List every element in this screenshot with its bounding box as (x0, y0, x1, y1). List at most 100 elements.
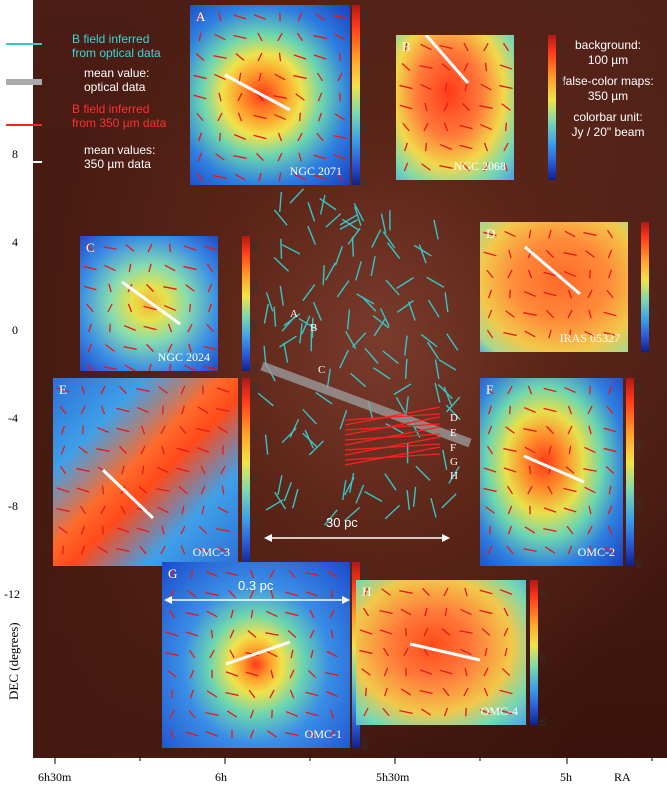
colorbar-tick: 5 (557, 177, 566, 182)
ytick-m4: -4 (8, 411, 18, 425)
ytick-0: 0 (12, 323, 18, 337)
panel-mean-vector (224, 73, 291, 112)
panel-name: NGC 2071 (289, 164, 342, 178)
panel-d: D IRAS 05327 (480, 222, 628, 352)
marker-h: H (450, 470, 458, 482)
colorbar-tick: 40 (361, 150, 370, 160)
colorbar-tick: 25 (557, 44, 566, 53)
x-axis-label: RA (614, 770, 631, 784)
colorbar-tick: 600 (361, 736, 370, 750)
xtick-5h30m: 5h30m (376, 770, 410, 784)
panel-mean-vector (121, 280, 181, 326)
scalebar-30pc (264, 534, 450, 542)
colorbar-tick: 100 (635, 497, 644, 511)
panel-name: IRAS 05327 (559, 331, 620, 345)
panel-b: B NGC 2068 (396, 35, 514, 180)
info-box: background: 100 µm false-color maps: 350… (556, 38, 660, 140)
colorbar-tick: 10 (557, 140, 566, 150)
panel-mean-vector (101, 468, 155, 520)
panel-name: NGC 2024 (157, 350, 210, 364)
info-background: background: 100 µm (574, 38, 642, 67)
colorbar-tick: 60 (361, 123, 370, 133)
panel-letter: E (59, 382, 67, 397)
panel-colorbar: 35 25 15 (530, 580, 548, 727)
panel-c: C NGC 2024 (80, 236, 218, 371)
panel-name: NGC 2068 (453, 159, 506, 173)
panel-letter: D (486, 226, 496, 241)
colorbar-tick: 15 (539, 718, 548, 727)
panel-h: H OMC-4 (356, 580, 526, 725)
colorbar-tick: 100 (251, 382, 260, 396)
marker-a: A (290, 308, 298, 320)
colorbar-tick: 60 (635, 559, 644, 568)
panel-mean-vector (225, 640, 291, 666)
panel-vectors (399, 35, 513, 172)
ytick-m8: -8 (8, 499, 18, 513)
info-falsecolor: false-color maps: 350 µm (562, 74, 654, 103)
colorbar-tick: 350 (251, 240, 260, 254)
colorbar-tick: 180 (635, 382, 644, 396)
panel-vectors (359, 587, 513, 717)
legend-swatches (6, 43, 42, 163)
panel-e: E OMC-3 (53, 378, 238, 566)
scalebar-30pc-label: 30 pc (326, 515, 358, 530)
panel-letter: C (86, 240, 95, 255)
marker-b: B (310, 322, 318, 334)
scalebar-0p3pc-label: 0.3 pc (238, 578, 274, 593)
ytick-8: 8 (12, 147, 18, 161)
colorbar-tick: 35 (539, 589, 548, 598)
panel-vectors (193, 12, 347, 182)
panel-colorbar: 350 250 150 50 (242, 236, 260, 373)
colorbar-tick: 1600 (361, 562, 370, 580)
panel-letter: A (196, 9, 206, 24)
panel-vectors (483, 385, 617, 555)
colorbar-tick: 150 (251, 319, 260, 334)
ytick-m12: -12 (4, 587, 20, 601)
colorbar-tick: 20 (650, 231, 659, 240)
panel-colorbar: 180 140 100 60 (626, 378, 644, 568)
panel-mean-vector (409, 642, 481, 662)
panel-name: OMC-3 (192, 545, 230, 559)
xtick-6h: 6h (215, 770, 227, 784)
legend-optical: B field inferred from optical data (72, 32, 161, 60)
colorbar-tick: 80 (361, 96, 370, 105)
panel-vectors (56, 385, 230, 555)
colorbar-tick: 15 (650, 269, 659, 278)
colorbar-tick: 80 (251, 430, 260, 439)
colorbar-tick: 120 (361, 36, 370, 51)
legend-350um: B field inferred from 350 µm data (72, 102, 167, 130)
panel-colorbar: 20 15 10 5 (641, 222, 659, 354)
colorbar-tick: 40 (251, 516, 260, 525)
legend-optical-mean: mean value: optical data (84, 66, 150, 94)
legend-350um-mean: mean values: 350 µm data (84, 143, 156, 171)
optical-mean-line (260, 361, 472, 448)
panel-vectors (483, 229, 617, 339)
colorbar-tick: 20 (557, 76, 566, 86)
panel-letter: G (168, 566, 178, 581)
colorbar-tick: 100 (361, 64, 370, 78)
panel-mean-vector (523, 454, 585, 484)
marker-f: F (450, 442, 457, 454)
info-unit: colorbar unit: Jy / 20" beam (571, 110, 645, 139)
panel-name: OMC-4 (480, 704, 518, 718)
panel-g: G OMC-1 (162, 562, 350, 748)
panel-mean-vector (524, 245, 581, 296)
panel-a: A NGC 2071 (190, 5, 350, 185)
panel-letter: F (486, 382, 494, 397)
panel-vectors (83, 243, 217, 371)
panel-letter: B (402, 39, 411, 54)
marker-c: C (318, 364, 326, 376)
xtick-5h: 5h (560, 770, 572, 784)
panel-name: OMC-1 (304, 727, 342, 741)
colorbar-tick: 10 (650, 307, 659, 316)
colorbar-tick: 25 (539, 653, 548, 663)
ytick-4: 4 (12, 235, 18, 249)
y-axis-label: DEC (degrees) (6, 622, 21, 700)
colorbar-tick: 60 (251, 473, 260, 482)
panel-mean-vector (424, 35, 470, 84)
colorbar-tick: 5 (650, 349, 659, 354)
colorbar-tick: 15 (557, 108, 566, 118)
